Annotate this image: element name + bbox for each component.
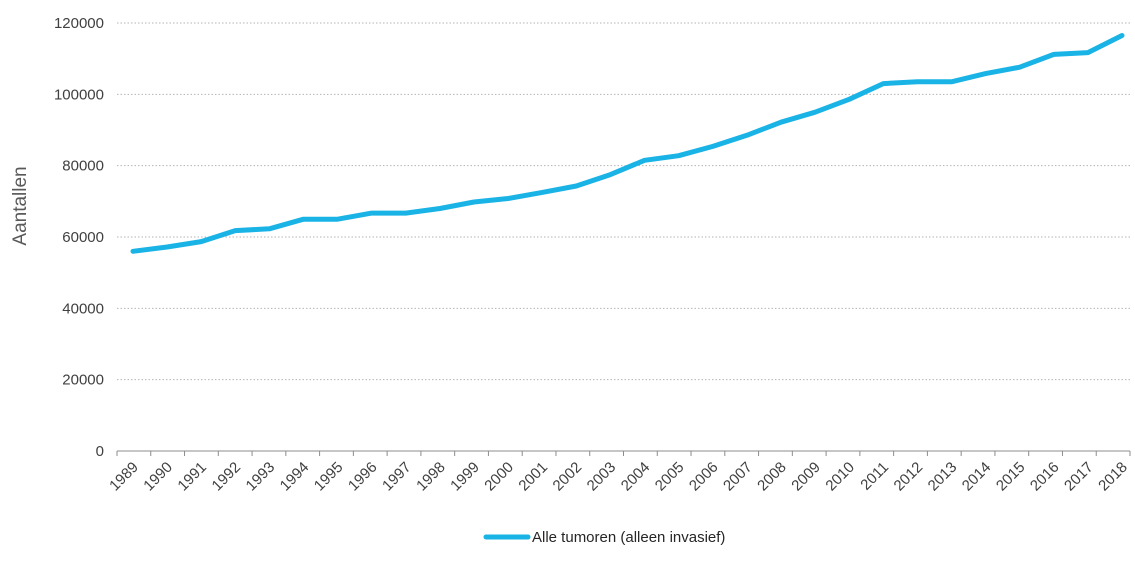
x-tick-label: 2010 bbox=[822, 459, 858, 495]
x-tick-label: 1994 bbox=[277, 459, 313, 495]
y-tick-label: 120000 bbox=[54, 15, 104, 32]
x-tick-label: 2000 bbox=[481, 459, 517, 495]
x-tick-label: 1992 bbox=[209, 459, 245, 495]
y-tick-label: 60000 bbox=[62, 229, 104, 246]
x-tick-label: 2016 bbox=[1027, 459, 1063, 495]
x-tick-label: 2013 bbox=[925, 459, 961, 495]
x-tick-label: 1995 bbox=[311, 459, 347, 495]
legend-label: Alle tumoren (alleen invasief) bbox=[532, 529, 725, 546]
x-axis bbox=[116, 450, 1131, 456]
x-tick-label: 1990 bbox=[140, 459, 176, 495]
x-tick-label: 2007 bbox=[720, 459, 756, 495]
y-tick-label: 100000 bbox=[54, 86, 104, 103]
x-axis-tick-labels: 1989199019911992199319941995199619971998… bbox=[106, 459, 1131, 495]
series-line bbox=[130, 33, 1125, 254]
x-tick-label: 1991 bbox=[174, 459, 210, 495]
x-tick-label: 2012 bbox=[891, 459, 927, 495]
x-tick-label: 2015 bbox=[993, 459, 1029, 495]
x-tick-label: 1999 bbox=[447, 459, 483, 495]
x-tick-label: 2009 bbox=[788, 459, 824, 495]
x-tick-label: 1997 bbox=[379, 459, 415, 495]
series-lines bbox=[130, 33, 1125, 254]
x-tick-label: 1998 bbox=[413, 459, 449, 495]
legend: Alle tumoren (alleen invasief) bbox=[483, 529, 725, 546]
x-tick-label: 2008 bbox=[754, 459, 790, 495]
x-tick-label: 2005 bbox=[652, 459, 688, 495]
x-tick-label: 2018 bbox=[1095, 459, 1131, 495]
x-tick-label: 2004 bbox=[618, 459, 654, 495]
y-tick-label: 20000 bbox=[62, 372, 104, 389]
y-axis-tick-labels: 0 20000 40000 60000 80000 100000 120000 bbox=[54, 15, 104, 460]
y-tick-label: 0 bbox=[96, 443, 104, 460]
gridlines bbox=[117, 22, 1130, 381]
y-axis-title: Aantallen bbox=[10, 166, 31, 245]
y-tick-label: 80000 bbox=[62, 158, 104, 175]
x-tick-label: 2001 bbox=[515, 459, 551, 495]
x-tick-label: 2011 bbox=[857, 459, 892, 494]
x-tick-label: 2006 bbox=[686, 459, 722, 495]
y-tick-label: 40000 bbox=[62, 300, 104, 317]
x-tick-label: 1996 bbox=[345, 459, 381, 495]
x-tick-label: 2014 bbox=[959, 459, 995, 495]
x-tick-label: 1989 bbox=[106, 459, 142, 495]
x-tick-label: 2002 bbox=[550, 459, 586, 495]
x-tick-label: 2003 bbox=[584, 459, 620, 495]
x-tick-label: 2017 bbox=[1061, 459, 1097, 495]
x-tick-label: 1993 bbox=[243, 459, 279, 495]
